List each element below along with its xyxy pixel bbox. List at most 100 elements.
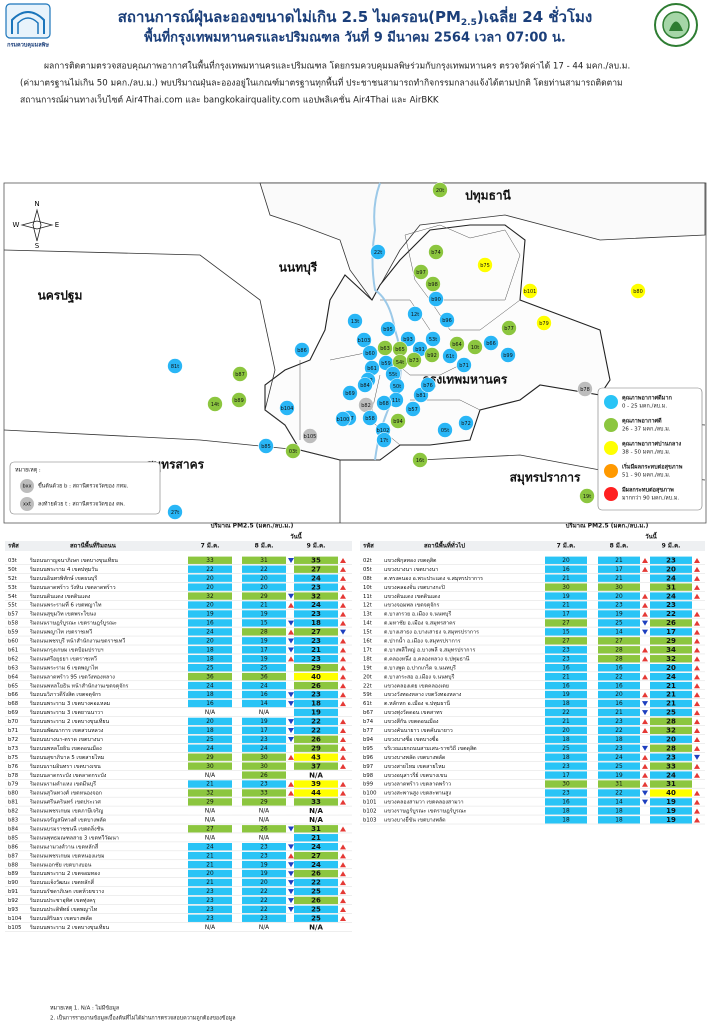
logo-text: กรมควบคุมมลพิษ [7,42,49,49]
value: 33 [206,558,214,564]
value-cell [650,628,692,636]
station-dot [362,410,378,426]
value-cell [545,565,587,573]
value: 20 [615,692,623,698]
station-label: b89 [234,398,244,404]
value: 16 [562,800,570,806]
value: 23 [260,737,268,743]
station-code: 55t [8,603,17,609]
value: 25 [311,906,321,914]
value-cell [242,744,286,752]
trend-down [288,557,294,563]
station-label: 17t [380,438,388,444]
trend-up [642,557,648,563]
station-code: b101 [363,800,376,806]
trend-up [340,880,346,886]
value: 30 [562,585,570,591]
value: 16 [206,701,214,707]
trend-up [642,754,648,760]
value: 22 [562,710,570,716]
value: 19 [666,798,676,806]
value: 24 [666,673,676,681]
station-label: b92 [427,353,437,359]
legend-range: 0 - 25 มคก./ลบ.ม. [622,404,667,410]
value-cell [294,914,338,922]
header-row [5,541,352,551]
value: 18 [206,656,214,662]
value: 25 [260,665,268,671]
value: 23 [260,853,268,859]
value-cell [294,556,338,564]
station-code: b74 [363,719,374,725]
province-label: นครปฐม [38,289,83,304]
value: 24 [311,861,321,869]
value: 22 [311,718,321,726]
value-cell [545,717,587,726]
value-cell [598,690,640,699]
station-label: b64 [452,342,462,348]
station-label: 54t [396,360,404,366]
station-label: b63 [380,346,390,352]
value-cell [242,923,286,931]
station-dot [577,381,593,397]
value-cell [242,780,286,788]
value-cell [294,834,338,842]
trend-down [288,701,294,707]
value-cell [294,655,338,663]
value: 20 [206,585,214,591]
value-cell [188,690,232,699]
value: 21 [562,719,570,725]
note-box [9,461,161,515]
value: 18 [562,701,570,707]
station-name: ริมถนนศรีนครินทร์ เขตประเวศ [30,799,102,806]
value: 24 [666,592,676,600]
trend-up [694,629,700,635]
note-text: ขึ้นต้นด้วย b : สถานีตรวจวัดของ กทม. [38,482,129,490]
value: 24 [206,683,214,689]
station-code: 12t [363,603,372,609]
value-cell [650,744,692,752]
station-dot [483,335,499,351]
value: 16 [615,701,623,707]
value: N/A [309,771,323,779]
value-cell [650,735,692,743]
station-code: 19t [363,665,372,671]
station-label: 11t [392,398,400,404]
header-cell: 9 มี.ค. [662,542,681,550]
logo-arch [17,17,39,34]
trend-up [694,584,700,590]
value: 29 [206,800,214,806]
value-cell [598,637,640,645]
value: 27 [311,852,321,860]
header: กรมควบคุมมลพิษ สถานการณ์ฝุ่นละอองขนาดไม่… [5,3,698,106]
trend-down [642,620,648,626]
value: 19 [260,871,268,877]
value: 20 [206,639,214,645]
value-cell [188,780,232,788]
value-cell [294,807,338,815]
station-dot [376,432,392,448]
station-code: b87 [8,853,18,859]
station-dot [428,244,444,260]
value-cell [242,807,286,815]
station-code: b92 [8,898,18,904]
value-cell [294,637,338,645]
trend-down [288,736,294,742]
value-cell [650,646,692,654]
station-name: แขวงคลองเตย เขตคลองเตย [384,683,449,689]
trend-up [694,728,700,734]
value-cell [188,592,232,600]
value-cell [188,574,232,582]
value-cell [545,556,587,564]
value-cell [598,717,640,726]
trend-up [340,745,346,751]
station-code: b82 [8,809,18,815]
station-label: 55t [389,372,397,378]
value: 14 [260,701,268,707]
value: 20 [260,576,268,582]
title-subscript: 2.5 [461,18,477,28]
value-cell [294,789,338,797]
trend-up [694,745,700,751]
value-cell [242,851,286,860]
trend-up [340,620,346,626]
